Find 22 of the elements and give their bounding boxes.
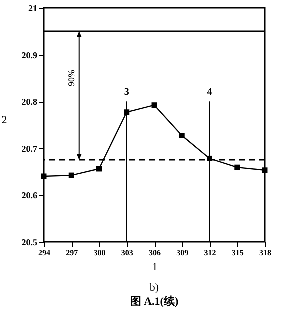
x-tick-label: 300 — [94, 248, 106, 258]
x-tick-label: 294 — [38, 248, 50, 258]
y-tick-label: 20.8 — [22, 97, 38, 108]
text: b) — [150, 282, 160, 294]
x-tick-label: 315 — [232, 248, 244, 258]
y-tick-label: 20.5 — [22, 238, 38, 248]
x-tick-label: 306 — [149, 248, 161, 258]
y-tick-label: 21 — [28, 4, 38, 14]
annotation: 3 — [124, 86, 130, 98]
x-tick-label: 303 — [121, 248, 134, 258]
y-tick-label: 20.7 — [22, 144, 38, 154]
y-tick-label: 20.9 — [22, 50, 38, 60]
annotation: 4 — [207, 86, 212, 98]
annotation: 90% — [66, 69, 77, 86]
x-tick-label: 312 — [204, 248, 216, 258]
x-tick-label: 309 — [176, 248, 189, 258]
x-axis-title: 1 — [152, 262, 158, 274]
x-tick-label: 318 — [260, 248, 272, 258]
y-axis-title: 2 — [2, 114, 8, 126]
text: 图 A.1(续) — [130, 295, 179, 308]
y-tick-label: 20.6 — [22, 190, 38, 201]
x-tick-label: 297 — [66, 248, 78, 258]
